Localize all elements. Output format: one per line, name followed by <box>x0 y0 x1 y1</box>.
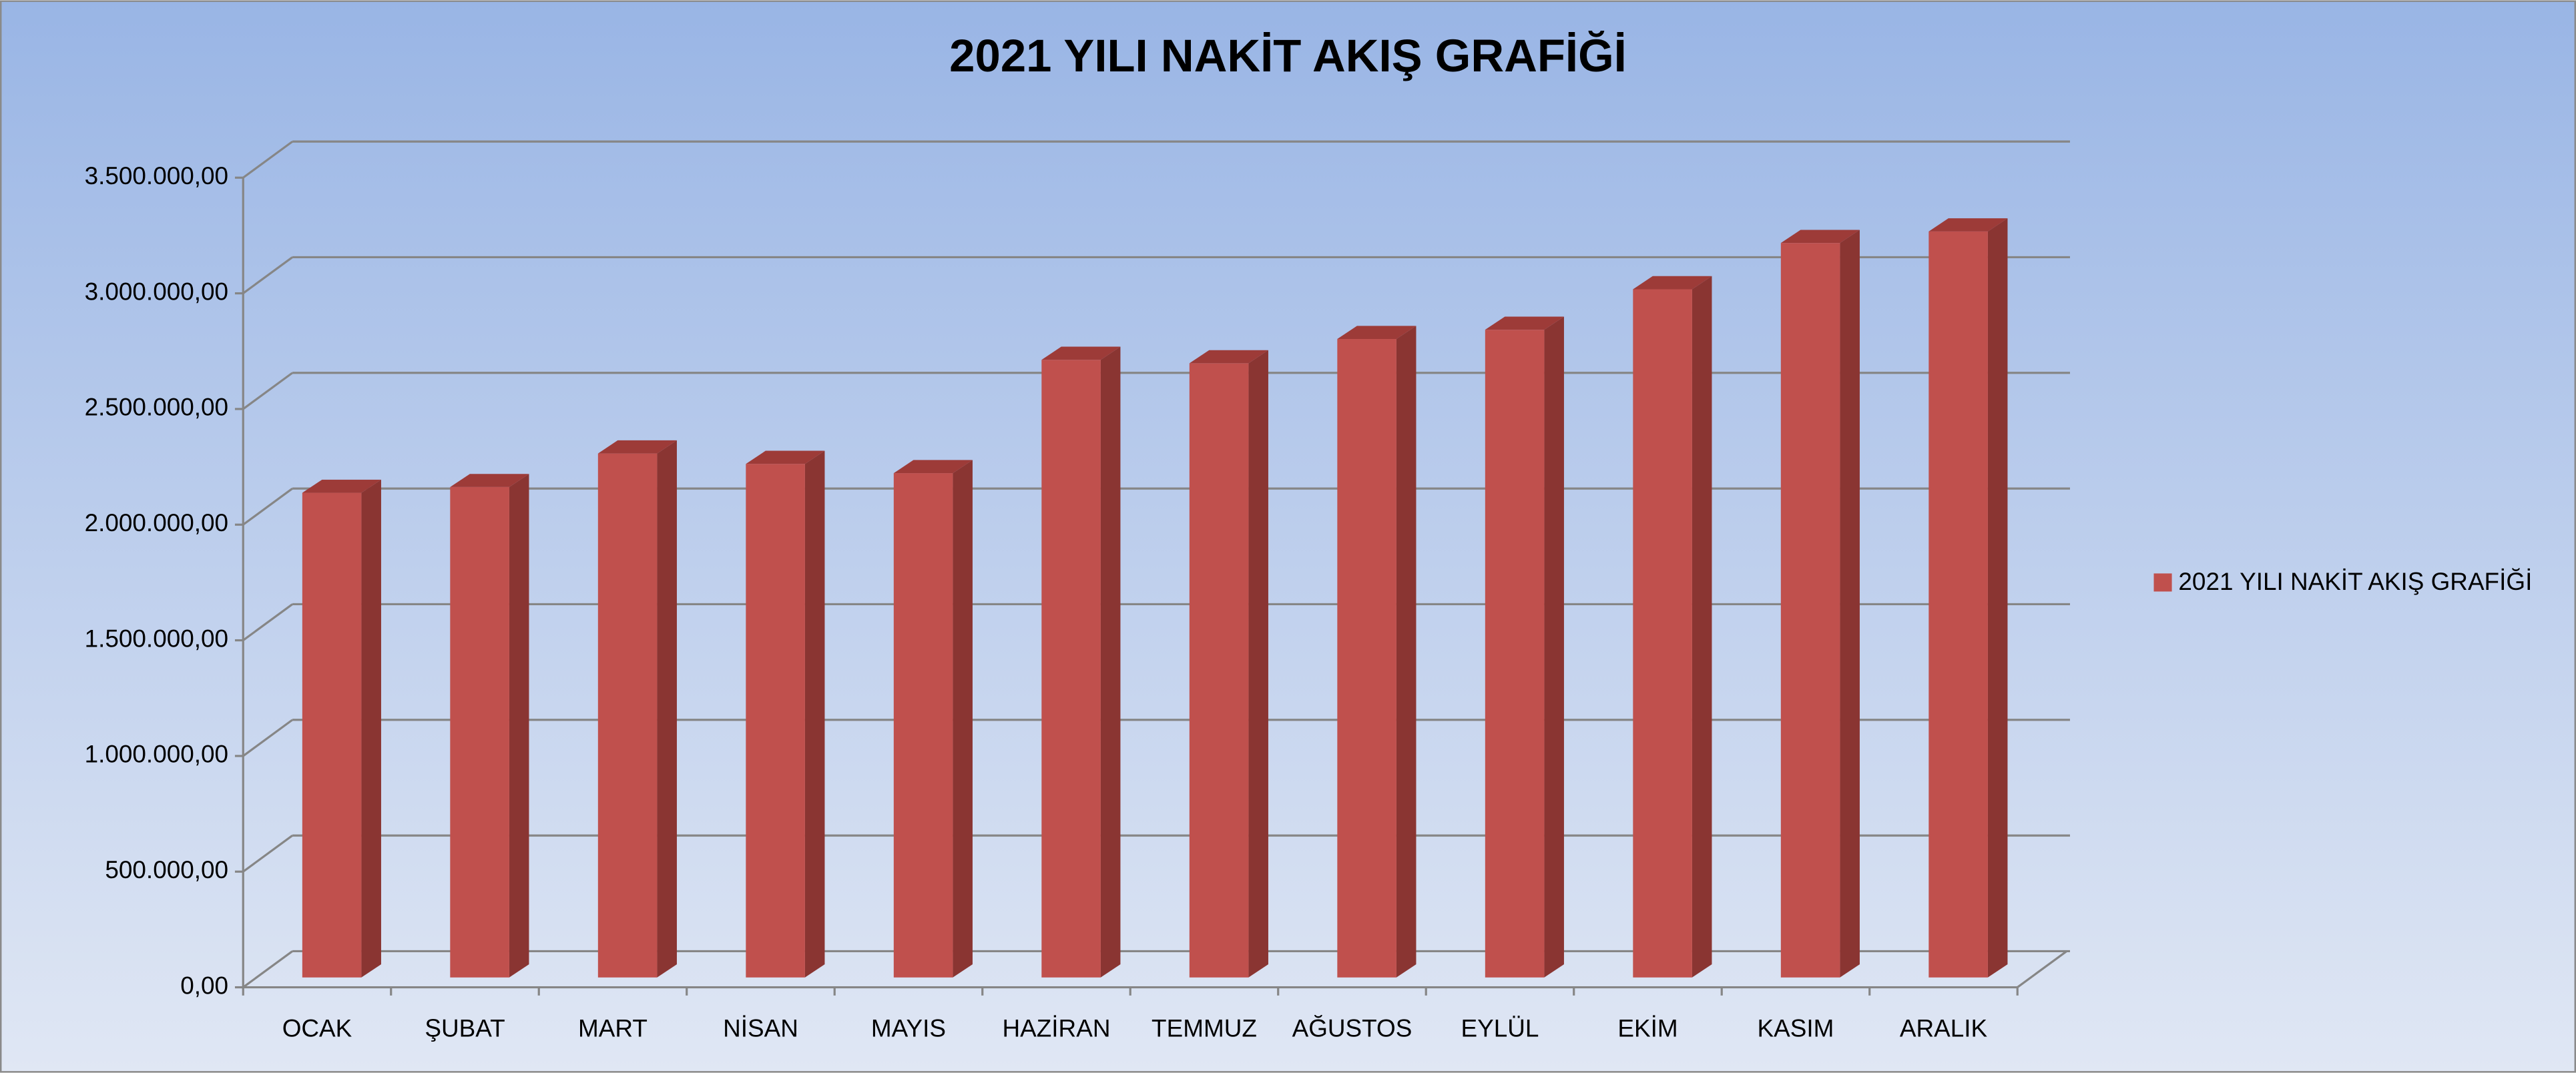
y-tick-label: 2.000.000,00 <box>85 509 229 536</box>
bar-side <box>804 450 825 978</box>
bar-side <box>1248 350 1268 978</box>
bar-side <box>1544 316 1564 978</box>
y-tick-label: 3.000.000,00 <box>85 278 229 305</box>
x-tick-label: MAYIS <box>871 1014 946 1042</box>
bar-top <box>450 474 529 487</box>
y-tick-label: 3.500.000,00 <box>85 162 229 190</box>
bar-top <box>1041 346 1121 360</box>
bar <box>1041 360 1101 978</box>
bar-side <box>361 479 381 978</box>
grid-line <box>242 950 294 988</box>
bar-side <box>657 440 677 978</box>
floor-edge <box>2017 950 2068 988</box>
bar-side <box>1100 346 1121 978</box>
bar-side <box>953 460 973 978</box>
x-tick-label: AĞUSTOS <box>1292 1014 1412 1042</box>
grid-line <box>242 603 294 641</box>
y-tick-label: 500.000,00 <box>105 856 228 883</box>
x-tick-label: HAZİRAN <box>1002 1014 1110 1042</box>
bar-top <box>302 479 381 493</box>
bar <box>302 492 362 978</box>
x-tick-label: EKİM <box>1617 1014 1678 1042</box>
grid-line <box>242 372 294 410</box>
bar-top <box>1337 326 1416 340</box>
bar-side <box>1987 218 2008 978</box>
x-tick-label: TEMMUZ <box>1151 1014 1257 1042</box>
grid-line <box>242 487 294 526</box>
bar <box>893 473 953 978</box>
x-tick-label: NİSAN <box>723 1014 798 1042</box>
x-tick-label: OCAK <box>282 1014 352 1042</box>
bar-top <box>597 440 677 454</box>
bar <box>746 464 805 978</box>
bar <box>1337 339 1396 978</box>
bar <box>1485 330 1545 978</box>
chart-title: 2021 YILI NAKİT AKIŞ GRAFİĞİ <box>949 30 1627 81</box>
grid-line <box>242 719 294 757</box>
bar-top <box>1928 218 2008 232</box>
bar-side <box>1840 230 1860 978</box>
bar <box>1928 231 1988 978</box>
bar <box>1633 289 1692 978</box>
x-tick-label: MART <box>578 1014 648 1042</box>
bar <box>1189 363 1249 978</box>
bar-top <box>1780 230 1860 244</box>
x-tick-label: ARALIK <box>1900 1014 1988 1042</box>
y-tick-label: 1.000.000,00 <box>85 741 229 768</box>
x-tick-label: ŞUBAT <box>425 1014 505 1042</box>
y-tick-label: 0,00 <box>180 972 228 999</box>
bar-top <box>893 460 973 474</box>
bar-top <box>746 450 825 464</box>
bar-side <box>1396 326 1416 978</box>
y-tick-label: 2.500.000,00 <box>85 394 229 421</box>
legend-label: 2021 YILI NAKİT AKIŞ GRAFİĞİ <box>2178 568 2532 595</box>
bar <box>597 453 658 978</box>
bar-top <box>1189 350 1268 364</box>
grid-line <box>242 834 294 873</box>
bar-side <box>509 474 529 978</box>
x-tick-label: KASIM <box>1758 1014 1834 1042</box>
bar-top <box>1485 316 1564 330</box>
legend-swatch <box>2153 573 2172 592</box>
grid-line <box>242 140 294 179</box>
bar-top <box>1633 276 1712 290</box>
y-tick-label: 1.500.000,00 <box>85 625 229 652</box>
bar <box>450 486 509 978</box>
grid-line <box>242 256 294 294</box>
x-tick-label: EYLÜL <box>1461 1014 1539 1042</box>
bar-side <box>1692 276 1712 978</box>
bar <box>1780 243 1840 978</box>
